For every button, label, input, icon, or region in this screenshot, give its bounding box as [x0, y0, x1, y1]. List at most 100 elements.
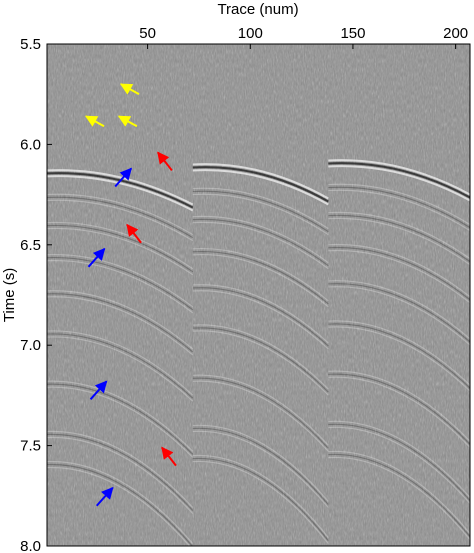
reflection-arc: [328, 186, 470, 229]
reflection-arc: [47, 293, 194, 353]
annotation-arrow: [95, 486, 114, 507]
y-tick-label: 6.0: [20, 136, 41, 153]
annotation-arrow: [119, 83, 140, 96]
reflection-arc: [47, 336, 194, 402]
annotation-arrow: [89, 380, 108, 401]
reflection-arc: [328, 456, 470, 541]
reflection-arc: [192, 430, 329, 508]
reflection-arc: [47, 224, 194, 273]
reflection-arc: [192, 284, 329, 344]
reflection-arc: [47, 256, 194, 311]
reflection-arc: [328, 286, 470, 346]
reflection-arc: [328, 420, 470, 498]
reflection-arc: [47, 463, 194, 546]
reflection-arc: [47, 227, 194, 276]
reflection-arc: [192, 374, 329, 446]
x-tick-label: 100: [238, 25, 263, 42]
reflection-arc: [47, 430, 194, 508]
annotation-arrow: [87, 247, 106, 268]
reflection-arc: [328, 280, 470, 340]
reflection-arc: [192, 327, 329, 393]
reflection-arc: [47, 253, 194, 308]
reflection-arc: [328, 450, 470, 535]
reflection-arc: [47, 199, 194, 242]
reflection-arc: [328, 326, 470, 392]
annotation-arrow: [161, 446, 177, 467]
annotation-arrow: [126, 223, 142, 244]
reflection-arc: [192, 377, 329, 449]
y-tick-label: 8.0: [20, 538, 41, 553]
reflection-arc: [192, 187, 329, 230]
reflection-arc: [328, 217, 470, 266]
reflection-arc: [47, 386, 194, 458]
x-tick-label: 200: [443, 25, 468, 42]
reflection-arc: [328, 214, 470, 263]
noise-texture: [47, 44, 470, 546]
reflection-arc: [328, 162, 470, 199]
reflection-arc: [192, 247, 329, 302]
reflection-arc: [47, 169, 194, 206]
reflection-arc: [328, 243, 470, 298]
reflection-arc: [192, 380, 329, 452]
reflection-arc: [47, 466, 191, 546]
reflection-arc: [328, 453, 470, 538]
reflection-arc: [328, 423, 470, 501]
reflection-arc: [47, 296, 194, 356]
reflection-arc: [328, 370, 470, 442]
x-tick-label: 150: [340, 25, 365, 42]
plot-frame: [46, 43, 471, 547]
reflection-arc: [328, 165, 470, 202]
x-axis-label: Trace (num): [217, 1, 298, 18]
reflection-arc: [328, 249, 470, 304]
reflection-arc: [192, 457, 329, 542]
reflection-arc: [328, 376, 470, 448]
reflection-arc: [192, 424, 329, 502]
reflection-arc: [192, 330, 329, 396]
reflection-arc: [47, 436, 194, 514]
reflection-arc: [192, 253, 329, 308]
y-tick-label: 7.0: [20, 337, 41, 354]
reflection-arc: [47, 460, 194, 545]
reflection-arc: [192, 454, 329, 539]
reflection-arc: [192, 169, 329, 206]
reflection-arc: [328, 183, 470, 226]
reflection-arc: [47, 333, 194, 399]
reflection-arc: [47, 433, 194, 511]
reflection-arc: [47, 290, 194, 350]
y-tick-label: 5.5: [20, 36, 41, 53]
reflection-arc: [192, 218, 329, 267]
arrow-annotations: [84, 83, 177, 507]
x-tick-label: 50: [139, 25, 156, 42]
reflection-events: [47, 159, 470, 546]
y-tick-label: 6.5: [20, 237, 41, 254]
reflection-arc: [47, 259, 194, 314]
y-axis-label: Time (s): [1, 268, 18, 322]
reflection-arc: [192, 250, 329, 305]
reflection-arc: [192, 324, 329, 390]
reflection-arc: [328, 246, 470, 301]
reflection-arc: [47, 172, 194, 209]
reflection-arc: [192, 427, 329, 505]
reflection-arc: [328, 323, 470, 389]
reflection-arc: [192, 460, 329, 545]
reflection-arc: [192, 290, 329, 350]
reflection-arc: [47, 221, 194, 270]
annotation-arrow: [114, 167, 132, 188]
annotation-arrow: [84, 115, 105, 128]
reflection-arc: [192, 215, 329, 264]
reflection-arc: [328, 211, 470, 260]
reflection-arc: [47, 196, 194, 239]
y-tick-label: 7.5: [20, 438, 41, 455]
x-axis-ticks: 50 100 150 200: [139, 25, 468, 49]
reflection-arc: [328, 283, 470, 343]
reflection-arc: [192, 163, 329, 200]
reflection-arc: [192, 287, 329, 347]
reflection-arc: [328, 373, 470, 445]
reflection-arc: [328, 320, 470, 386]
plot-area: [47, 44, 470, 546]
reflection-arc: [192, 166, 329, 203]
reflection-arc: [47, 380, 194, 452]
y-axis-ticks: 5.5 6.0 6.5 7.0 7.5 8.0: [20, 36, 52, 553]
reflection-arc: [47, 330, 194, 396]
